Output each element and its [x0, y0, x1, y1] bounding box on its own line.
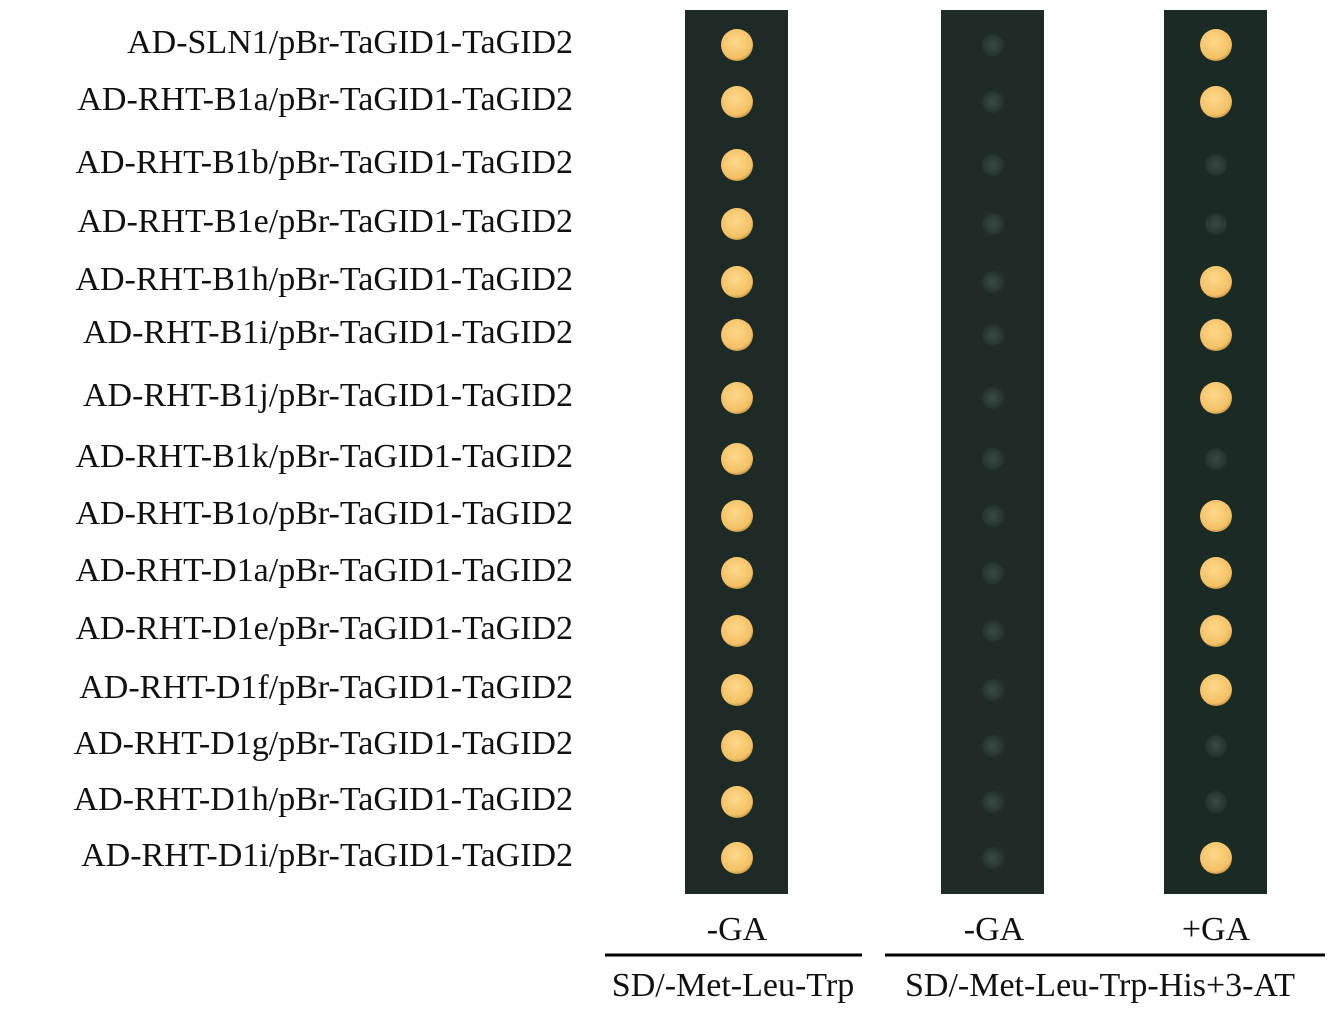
colony-spot: [1200, 615, 1232, 647]
colony-spot: [1200, 86, 1232, 118]
colony-spot: [1200, 500, 1232, 532]
row-label: AD-RHT-D1f/pBr-TaGID1-TaGID2: [79, 669, 573, 706]
row-label: AD-RHT-D1h/pBr-TaGID1-TaGID2: [74, 781, 573, 818]
colony-spot: [721, 319, 753, 351]
colony-spot: [982, 562, 1004, 584]
row-label: AD-RHT-B1j/pBr-TaGID1-TaGID2: [83, 377, 573, 414]
colony-spot: [982, 91, 1004, 113]
colony-spot: [721, 266, 753, 298]
row-label: AD-RHT-D1a/pBr-TaGID1-TaGID2: [75, 552, 573, 589]
row-label: AD-RHT-B1o/pBr-TaGID1-TaGID2: [75, 495, 573, 532]
colony-spot: [1205, 791, 1227, 813]
row-label: AD-RHT-B1a/pBr-TaGID1-TaGID2: [77, 81, 573, 118]
column-label: -GA: [964, 911, 1025, 948]
colony-spot: [982, 735, 1004, 757]
colony-spot: [1205, 448, 1227, 470]
colony-spot: [982, 620, 1004, 642]
colony-spot: [721, 149, 753, 181]
colony-spot: [721, 842, 753, 874]
colony-spot: [982, 847, 1004, 869]
colony-spot: [1205, 735, 1227, 757]
row-label: AD-RHT-B1i/pBr-TaGID1-TaGID2: [83, 314, 573, 351]
colony-spot: [1200, 842, 1232, 874]
colony-spot: [1200, 674, 1232, 706]
colony-spot: [1200, 382, 1232, 414]
row-label: AD-RHT-D1e/pBr-TaGID1-TaGID2: [75, 610, 573, 647]
colony-spot: [982, 791, 1004, 813]
colony-spot: [982, 505, 1004, 527]
colony-spot: [721, 29, 753, 61]
row-label: AD-SLN1/pBr-TaGID1-TaGID2: [127, 24, 573, 61]
colony-spot: [721, 443, 753, 475]
column-label: -GA: [707, 911, 768, 948]
colony-spot: [982, 387, 1004, 409]
colony-spot: [982, 271, 1004, 293]
row-label: AD-RHT-B1e/pBr-TaGID1-TaGID2: [77, 203, 573, 240]
medium-label: SD/-Met-Leu-Trp-His+3-AT: [905, 967, 1295, 1004]
row-label: AD-RHT-B1h/pBr-TaGID1-TaGID2: [75, 261, 573, 298]
colony-spot: [1205, 213, 1227, 235]
colony-spot: [721, 382, 753, 414]
colony-spot: [1200, 319, 1232, 351]
row-label: AD-RHT-B1b/pBr-TaGID1-TaGID2: [75, 144, 573, 181]
colony-spot: [721, 557, 753, 589]
colony-spot: [982, 213, 1004, 235]
figure: -GA -GA +GA SD/-Met-Leu-Trp SD/-Met-Leu-…: [0, 0, 1341, 1006]
row-label: AD-RHT-B1k/pBr-TaGID1-TaGID2: [75, 438, 573, 475]
colony-spot: [982, 34, 1004, 56]
colony-spot: [982, 448, 1004, 470]
row-label: AD-RHT-D1i/pBr-TaGID1-TaGID2: [81, 837, 573, 874]
colony-spot: [721, 674, 753, 706]
colony-spot: [982, 154, 1004, 176]
colony-spot: [1205, 154, 1227, 176]
column-label: +GA: [1182, 911, 1251, 948]
row-label: AD-RHT-D1g/pBr-TaGID1-TaGID2: [74, 725, 573, 762]
colony-spot: [721, 615, 753, 647]
colony-spot: [721, 730, 753, 762]
colony-spot: [1200, 557, 1232, 589]
medium-label: SD/-Met-Leu-Trp: [612, 967, 854, 1004]
colony-spot: [1200, 29, 1232, 61]
colony-spot: [721, 208, 753, 240]
colony-spot: [721, 786, 753, 818]
colony-spot: [982, 324, 1004, 346]
colony-spot: [721, 500, 753, 532]
colony-spot: [721, 86, 753, 118]
colony-spot: [982, 679, 1004, 701]
colony-spot: [1200, 266, 1232, 298]
